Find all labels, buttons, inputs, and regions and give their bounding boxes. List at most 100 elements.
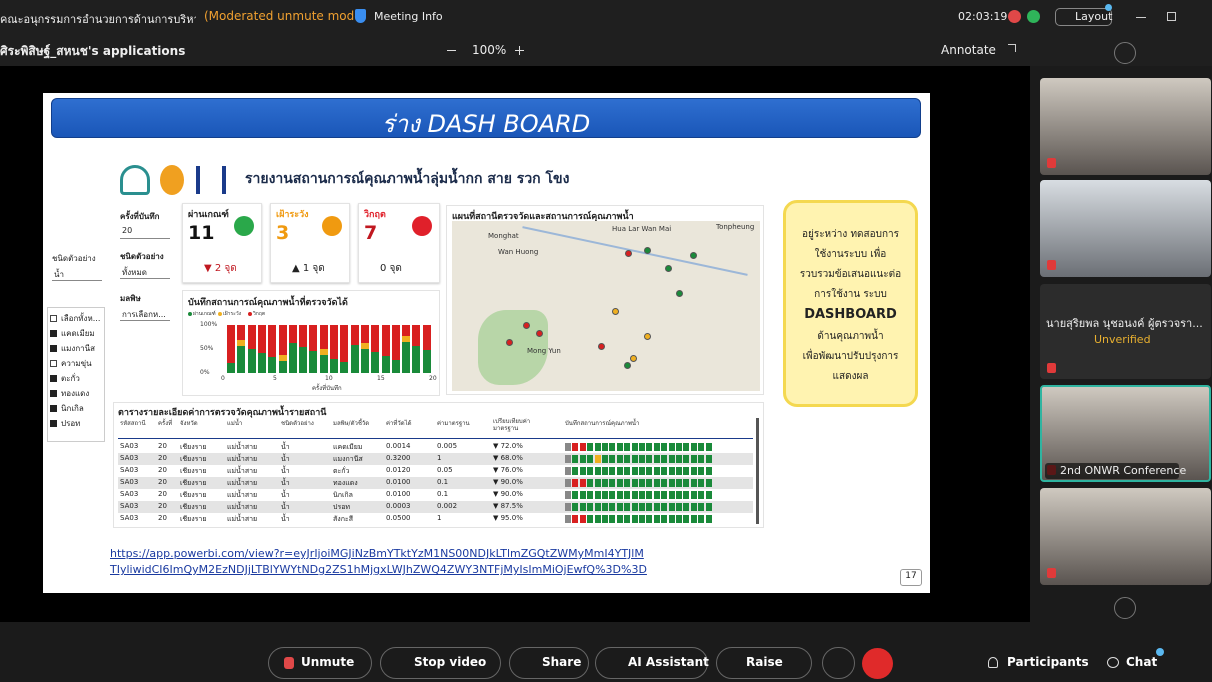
table-cell: เชียงราย [180, 479, 207, 487]
status-square [639, 479, 645, 487]
annotate[interactable]: Annotate [941, 43, 996, 57]
kpi-value: 7 [364, 222, 378, 244]
checkbox[interactable] [50, 390, 57, 397]
scroll-up[interactable] [1114, 42, 1136, 64]
column-green [278, 361, 287, 373]
filter-value: การเลือกห... [122, 310, 166, 319]
status-square [676, 443, 682, 451]
layout-button[interactable] [1055, 8, 1112, 26]
status-square [624, 479, 631, 487]
zoom-in-v [519, 46, 520, 55]
status-square [572, 491, 579, 499]
toolbar-button[interactable] [595, 647, 708, 679]
minimize[interactable] [1136, 17, 1146, 18]
callout-line: แสดงผล [832, 371, 869, 382]
status-square [668, 479, 675, 487]
checkbox[interactable] [50, 315, 57, 322]
checkbox[interactable] [50, 330, 57, 337]
y-axis-label: 100% [200, 321, 218, 328]
status-square [587, 503, 594, 511]
map-station [506, 339, 513, 346]
end-button[interactable] [862, 648, 893, 679]
status-square [624, 503, 631, 511]
record-icon [1008, 10, 1021, 23]
status-square [624, 515, 631, 523]
filter-dropdown[interactable] [120, 265, 170, 279]
table-cell: ▼ 90.0% [493, 478, 523, 486]
table-cell: 0.002 [437, 502, 458, 510]
status-square [572, 455, 579, 463]
chart-column [257, 325, 266, 373]
status-square [683, 443, 690, 451]
status-square [579, 479, 586, 487]
status-square [661, 455, 668, 463]
expand[interactable] [1008, 44, 1016, 52]
status-square [668, 455, 675, 463]
table-cell: เชียงราย [180, 455, 207, 463]
restore[interactable] [1167, 12, 1176, 21]
map-station [630, 355, 637, 362]
toolbar-button[interactable] [268, 647, 372, 679]
column-green [309, 350, 318, 373]
toolbar-label[interactable]: Chat [1126, 655, 1158, 669]
status-square [683, 467, 690, 475]
column-header: บันทึกสถานการณ์คุณภาพน้ำ [565, 420, 640, 427]
status-square [609, 491, 616, 499]
table-cell: น้ำ [281, 503, 290, 511]
status-square [683, 503, 690, 511]
slide-banner [51, 98, 921, 138]
toolbar-button[interactable] [716, 647, 812, 679]
status-square [616, 491, 623, 499]
table-cell: 20 [158, 466, 167, 474]
status-square [587, 455, 594, 463]
kpi-value: 3 [276, 222, 290, 244]
toolbar-label[interactable]: Participants [1007, 655, 1089, 669]
kpi-label: ผ่านเกณฑ์ [188, 210, 229, 220]
side-dropdown[interactable] [52, 267, 102, 281]
legend-dot [248, 312, 252, 316]
map-station [536, 330, 543, 337]
slide-title: ร่าง DASH BOARD [381, 110, 591, 138]
table-cell: 0.1 [437, 478, 449, 486]
x-axis-label: 15 [377, 375, 385, 382]
toolbar-button[interactable] [509, 647, 589, 679]
filter-dropdown[interactable] [120, 307, 170, 321]
column-green [299, 347, 308, 373]
chart-column [360, 325, 369, 373]
chart-card [182, 290, 440, 396]
status-square [653, 491, 660, 499]
column-header: มลพิษ/ตัวชี้วัด [333, 420, 370, 427]
kpi-value: 11 [188, 222, 215, 244]
table-cell: 0.0500 [386, 514, 411, 522]
scroll-down[interactable] [1114, 597, 1136, 619]
chart-column [330, 325, 338, 373]
table-cell: เชียงราย [180, 491, 207, 499]
more-button[interactable] [822, 647, 855, 679]
status-square [631, 515, 638, 523]
meeting-info[interactable]: Meeting Info [374, 10, 443, 23]
checkbox[interactable] [50, 360, 57, 367]
kpi-card [270, 203, 350, 283]
link-text[interactable]: https://app.powerbi.com/view?r=eyJrIjoiM… [110, 547, 647, 576]
table-cell: ▼ 87.5% [493, 502, 523, 510]
participants-icon [988, 657, 998, 668]
row-stripe [118, 477, 753, 489]
page-number: 17 [905, 571, 917, 581]
table-cell: เชียงราย [180, 467, 207, 475]
map-station [690, 252, 697, 259]
zoom-level: 100% [472, 43, 507, 57]
zoom-out[interactable] [447, 50, 456, 51]
checkbox[interactable] [50, 375, 57, 382]
toolbar-button[interactable] [380, 647, 501, 679]
status-square [594, 479, 601, 487]
status-square [565, 443, 571, 451]
checkbox[interactable] [50, 420, 57, 427]
kpi-label: เฝ้าระวัง [276, 210, 309, 220]
checkbox[interactable] [50, 405, 57, 412]
checkbox[interactable] [50, 345, 57, 352]
table-cell: แม่น้ำสาย [227, 443, 258, 451]
legend-dot [188, 312, 192, 316]
status-square [639, 515, 645, 523]
shield-icon [355, 9, 366, 23]
filter-dropdown[interactable] [120, 225, 170, 239]
